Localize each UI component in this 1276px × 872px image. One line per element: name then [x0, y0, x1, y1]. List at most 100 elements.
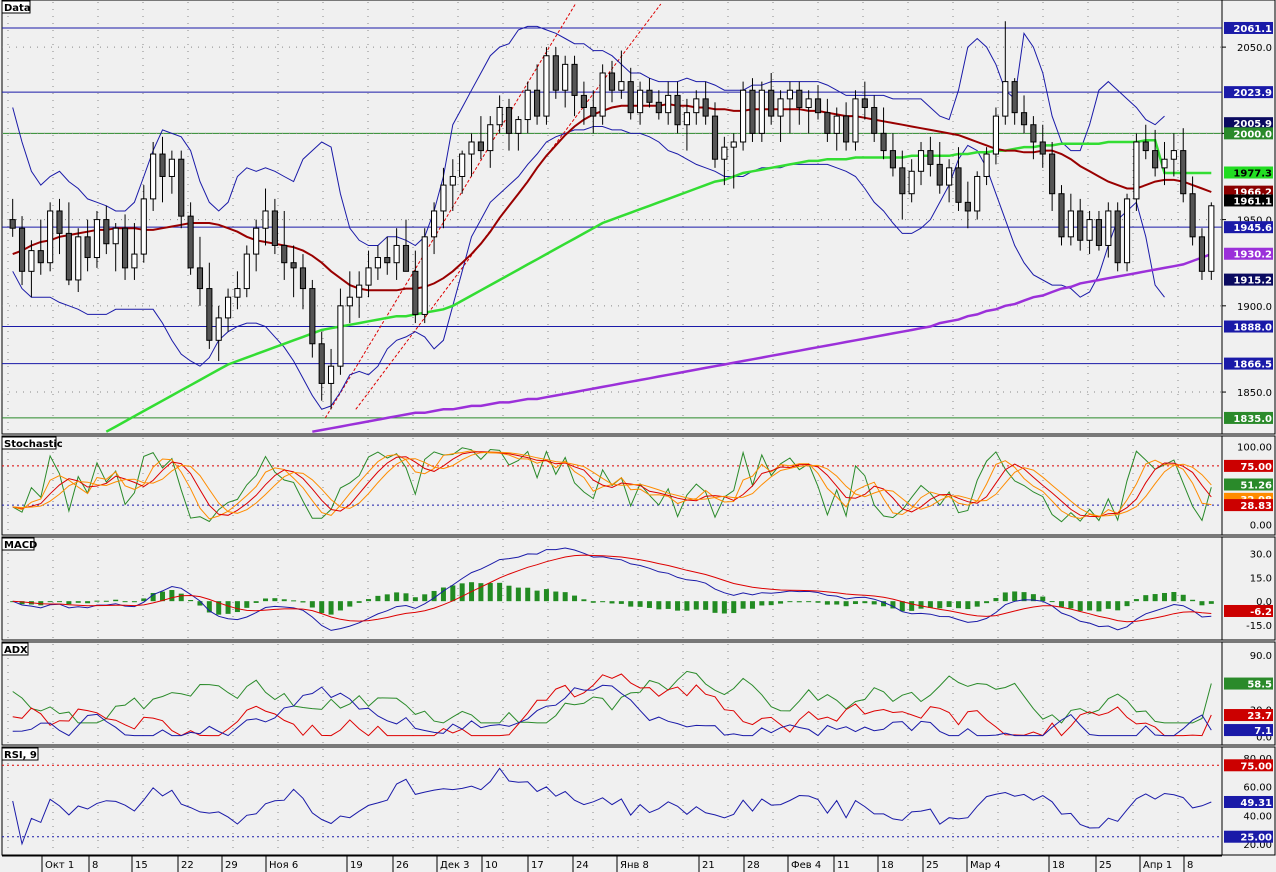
macd-histogram-bar [890, 601, 896, 609]
candle [768, 72, 775, 125]
candle [1002, 21, 1009, 125]
macd-histogram-bar [712, 601, 718, 613]
macd-histogram-bar [862, 601, 868, 604]
macd-histogram-bar [1171, 591, 1177, 602]
candle [412, 250, 419, 324]
candle [655, 90, 662, 120]
x-tick-label: 26 [396, 860, 409, 871]
x-tick-label: 22 [181, 860, 194, 871]
x-tick-label: 10 [485, 860, 498, 871]
macd-panel-title: MACD [4, 540, 37, 551]
macd-histogram-bar [1190, 599, 1196, 602]
candle [327, 348, 335, 410]
macd-histogram-bar [721, 601, 727, 614]
macd-tag: -6.2 [1224, 604, 1273, 618]
macd-histogram-bar [1049, 601, 1055, 603]
macd-histogram-bar [1096, 601, 1102, 612]
macd-histogram-bar [974, 601, 980, 607]
price-tag: 2023.9 [1224, 86, 1273, 99]
macd-histogram-bar [543, 589, 549, 602]
svg-text:-6.2: -6.2 [1250, 607, 1272, 618]
macd-histogram-bar [337, 601, 343, 611]
candle [290, 245, 297, 298]
price-tag: 2000.0 [1224, 127, 1273, 140]
adx-title-box [1, 642, 29, 656]
candle [627, 67, 634, 120]
candle [1161, 141, 1168, 186]
candle [271, 198, 278, 255]
macd-histogram-bar [459, 583, 465, 602]
macd-histogram-bar [1030, 594, 1036, 602]
candle [749, 78, 756, 142]
x-tick-label: 18 [1052, 860, 1065, 871]
macd-histogram-bar [1012, 591, 1018, 602]
macd-histogram-bar [506, 585, 512, 602]
macd-histogram-bar [1152, 594, 1158, 602]
svg-text:1888.0: 1888.0 [1233, 323, 1272, 334]
candle [936, 141, 943, 194]
svg-text:1961.1: 1961.1 [1233, 196, 1272, 207]
candle [346, 271, 353, 324]
bollinger-upper-line [12, 25, 1165, 247]
candle [796, 81, 803, 125]
candle [93, 210, 101, 268]
macd-histogram-bar [113, 599, 119, 602]
candle [683, 98, 690, 151]
candle [889, 133, 897, 177]
svg-text:2023.9: 2023.9 [1233, 88, 1272, 99]
x-tick-label: Янв 8 [620, 860, 649, 871]
svg-text:2005.9: 2005.9 [1233, 119, 1272, 130]
macd-histogram-bar [749, 601, 755, 609]
candle [618, 50, 625, 99]
candle [1086, 210, 1093, 255]
x-tick-label: Апр 1 [1143, 860, 1172, 871]
macd-histogram-bar [234, 601, 240, 613]
candle [534, 64, 541, 125]
svg-text:1966.2: 1966.2 [1233, 188, 1272, 199]
svg-text:1835.0: 1835.0 [1233, 414, 1272, 425]
adx-tag: 58.5 [1224, 677, 1273, 691]
candle [702, 81, 709, 125]
candle [1180, 128, 1187, 203]
candle [487, 116, 494, 168]
candle [47, 202, 54, 272]
macd-histogram-bar [131, 601, 137, 603]
macd-histogram-bar [824, 601, 830, 605]
macd-histogram-bar [141, 598, 147, 602]
stoch-title-box [1, 436, 57, 450]
macd-histogram-bar [216, 601, 222, 615]
macd-histogram-bar [965, 601, 971, 610]
candle [1011, 78, 1018, 125]
macd-histogram-bar [47, 601, 53, 603]
macd-histogram-bar [394, 592, 400, 602]
macd-histogram-bar [422, 594, 428, 602]
svg-text:7.1: 7.1 [1254, 726, 1272, 737]
price-panel-title: Data [4, 3, 31, 14]
adx-tag: 23.7 [1224, 709, 1273, 722]
macd-histogram-bar [618, 601, 624, 604]
candle [871, 95, 878, 142]
x-tick-label: Окт 1 [45, 860, 74, 871]
stoch-slow-line [12, 451, 1212, 518]
macd-histogram-bar [665, 601, 671, 609]
price-tag: 1977.3 [1224, 166, 1273, 180]
macd-line [12, 547, 1212, 631]
svg-text:28.83: 28.83 [1240, 501, 1272, 512]
macd-histogram-bar [272, 598, 278, 602]
price-tick-label: 1850.0 [1237, 388, 1272, 399]
stoch-tag: 75.00 [1224, 459, 1273, 473]
macd-histogram-bar [590, 601, 596, 603]
candle [65, 202, 72, 286]
macd-histogram-bar [515, 587, 521, 602]
candle [1020, 95, 1028, 134]
candle [215, 305, 222, 362]
macd-histogram-bar [188, 599, 194, 602]
macd-histogram-bar [1077, 601, 1083, 611]
candle [496, 95, 503, 134]
price-tick-label: 2050.0 [1237, 43, 1272, 54]
macd-histogram-bar [1143, 595, 1149, 602]
macd-histogram-bar [169, 590, 175, 602]
macd-histogram-bar [937, 601, 943, 609]
macd-histogram-bar [1058, 601, 1064, 607]
x-tick-label: 18 [881, 860, 894, 871]
